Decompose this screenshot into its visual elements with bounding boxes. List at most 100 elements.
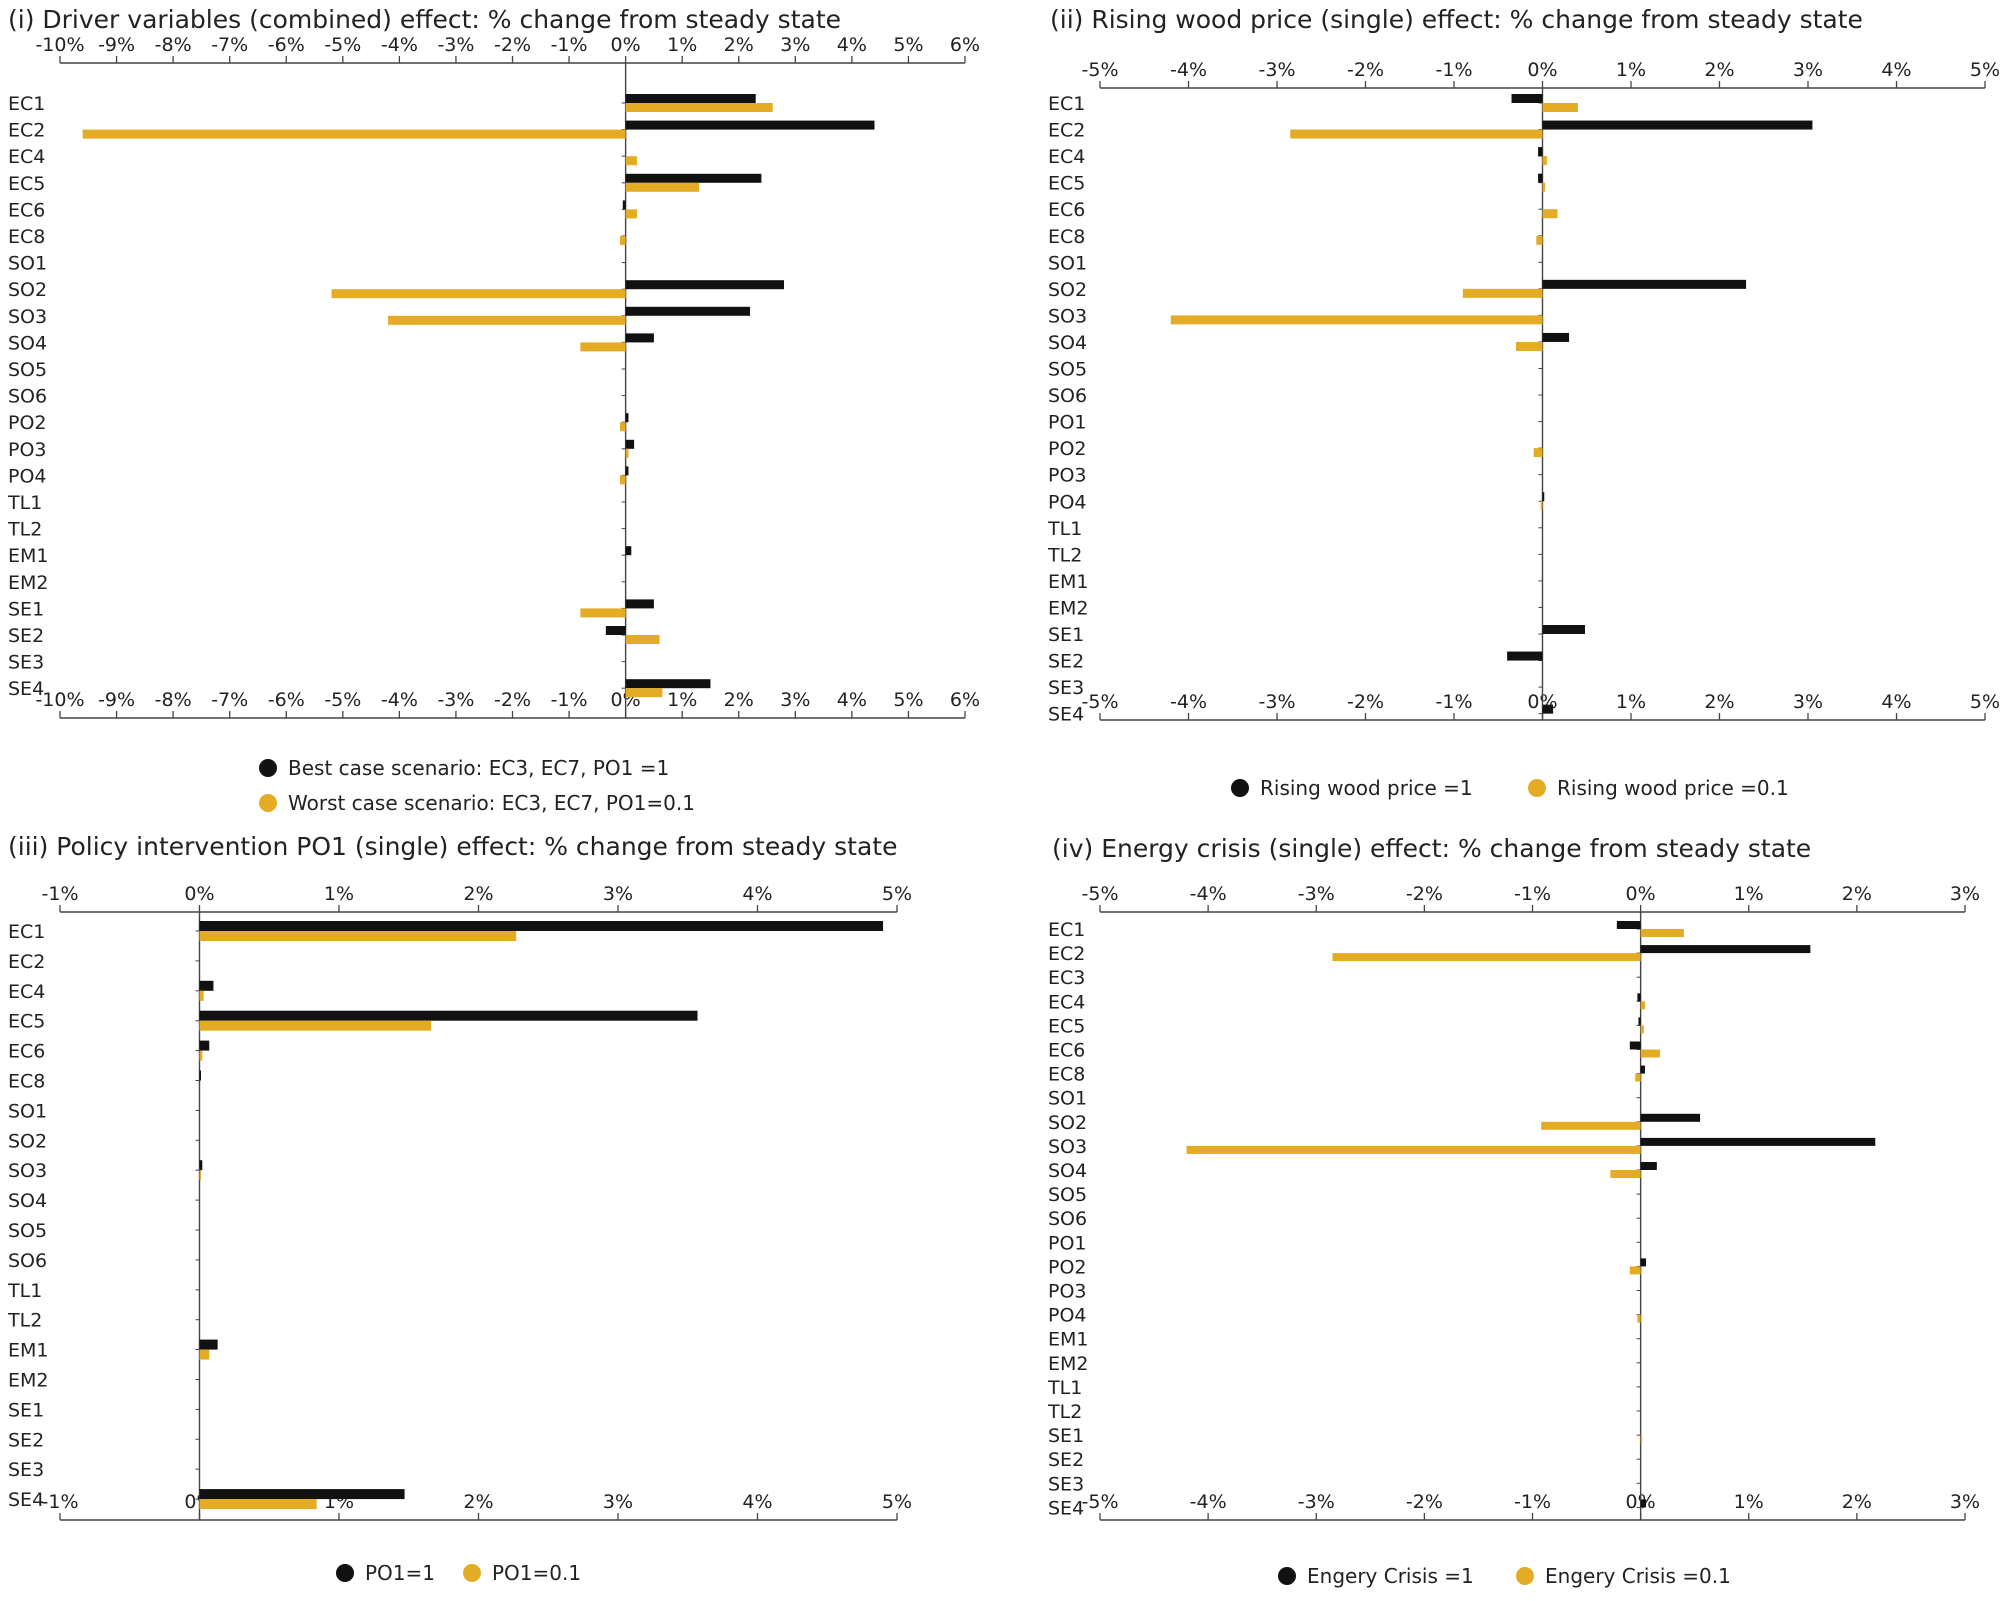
top-tick-label: 0% — [1527, 59, 1557, 81]
category-label: EC1 — [1048, 919, 1085, 941]
bar-series2 — [1629, 1266, 1641, 1275]
bottom-tick-label: -4% — [1190, 1491, 1227, 1513]
bar-series1 — [1542, 279, 1747, 289]
category-label: EC2 — [8, 120, 45, 142]
bar-series1 — [199, 1489, 405, 1500]
top-tick-label: 2% — [463, 883, 493, 905]
bar-series2 — [625, 182, 700, 192]
top-tick-label: 4% — [837, 34, 867, 56]
top-tick-label: 5% — [1970, 59, 2000, 81]
category-label: PO2 — [1048, 1256, 1087, 1278]
top-tick-label: -4% — [1190, 883, 1227, 905]
bottom-tick-label: 2% — [724, 689, 754, 711]
bar-series1 — [1640, 1258, 1647, 1267]
bar-series2 — [1540, 501, 1543, 511]
bar-series2 — [1542, 103, 1578, 112]
legend-label: Rising wood price =0.1 — [1557, 776, 1789, 800]
legend-label: Engery Crisis =1 — [1307, 1564, 1474, 1588]
top-tick-label: 6% — [950, 34, 980, 56]
category-label: EC8 — [1048, 1064, 1085, 1086]
bar-series1 — [1542, 332, 1570, 342]
bottom-tick-label: -4% — [381, 689, 418, 711]
bottom-tick-label: -5% — [1082, 691, 1119, 713]
bar-series1 — [625, 546, 632, 556]
category-label: SE4 — [8, 1489, 44, 1511]
top-tick-label: -3% — [1298, 883, 1335, 905]
category-label: SE1 — [8, 1399, 44, 1421]
category-label: SO5 — [1048, 1184, 1087, 1206]
top-tick-label: 5% — [882, 883, 912, 905]
top-tick-label: 0% — [611, 34, 641, 56]
category-label: SE2 — [8, 625, 44, 647]
bar-series1 — [1637, 993, 1641, 1002]
top-tick-label: 4% — [1881, 59, 1911, 81]
category-label: SE3 — [1048, 1473, 1084, 1495]
bottom-tick-label: -2% — [1347, 691, 1384, 713]
bar-series1 — [1640, 1113, 1701, 1122]
category-label: SO4 — [8, 1190, 47, 1212]
bottom-tick-label: 1% — [667, 689, 697, 711]
bottom-tick-label: -1% — [42, 1491, 79, 1513]
bar-series2 — [199, 1050, 203, 1061]
bar-series1 — [1538, 147, 1543, 157]
category-label: PO2 — [1048, 438, 1087, 460]
bottom-tick-label: -4% — [1170, 691, 1207, 713]
category-label: EC4 — [1048, 146, 1085, 168]
category-label: SE3 — [8, 1459, 44, 1481]
bar-series1 — [1507, 651, 1543, 661]
top-tick-label: -10% — [35, 34, 84, 56]
bottom-tick-label: -9% — [98, 689, 135, 711]
bottom-tick-label: -5% — [324, 689, 361, 711]
category-label: EC8 — [8, 1071, 45, 1093]
bar-series1 — [625, 120, 875, 130]
bar-series2 — [199, 931, 517, 941]
bar-series2 — [199, 990, 204, 1001]
bar-series1 — [605, 626, 626, 635]
bottom-tick-label: 5% — [1970, 691, 2000, 713]
bar-series1 — [625, 173, 762, 183]
bar-series2 — [199, 1499, 317, 1510]
bar-series2 — [82, 129, 626, 139]
category-label: PO4 — [1048, 1305, 1087, 1327]
category-label: SO3 — [1048, 305, 1087, 327]
category-label: TL2 — [1047, 544, 1082, 566]
bottom-tick-label: -3% — [437, 689, 474, 711]
bottom-tick-label: -10% — [35, 689, 84, 711]
top-tick-label: 1% — [324, 883, 354, 905]
legend-label: PO1=0.1 — [492, 1561, 581, 1585]
category-label: TL1 — [1047, 1377, 1082, 1399]
top-tick-label: 1% — [1734, 883, 1764, 905]
category-label: TL1 — [7, 1280, 42, 1302]
category-label: SE2 — [8, 1429, 44, 1451]
category-label: SO6 — [8, 1250, 47, 1272]
category-label: PO3 — [1048, 1281, 1087, 1303]
category-label: EM1 — [1048, 1329, 1089, 1351]
bar-series2 — [1542, 182, 1546, 192]
bar-series2 — [1610, 1170, 1641, 1178]
category-label: EC6 — [1048, 1040, 1085, 1062]
bar-series1 — [1616, 921, 1641, 929]
bottom-tick-label: 3% — [1793, 691, 1823, 713]
category-label: SE4 — [1048, 1497, 1084, 1519]
top-tick-label: -2% — [1406, 883, 1443, 905]
category-label: SO1 — [1048, 1088, 1087, 1110]
category-label: PO4 — [8, 465, 47, 487]
bar-series2 — [199, 1170, 201, 1181]
bottom-tick-label: 4% — [742, 1491, 772, 1513]
bar-series2 — [1542, 156, 1547, 166]
bar-series2 — [1186, 1145, 1641, 1154]
category-label: SO4 — [1048, 332, 1087, 354]
bar-series2 — [625, 209, 637, 219]
bar-series1 — [199, 1070, 201, 1081]
bar-series1 — [1538, 173, 1543, 183]
category-label: TL1 — [1047, 518, 1082, 540]
bar-series2 — [1332, 953, 1641, 962]
category-label: EM2 — [8, 1370, 49, 1392]
top-tick-label: -2% — [1347, 59, 1384, 81]
bottom-tick-label: 5% — [893, 689, 923, 711]
legend-marker — [1231, 779, 1249, 797]
category-label: EC4 — [1048, 991, 1085, 1013]
category-label: EC3 — [1048, 967, 1085, 989]
top-tick-label: 2% — [1842, 883, 1872, 905]
